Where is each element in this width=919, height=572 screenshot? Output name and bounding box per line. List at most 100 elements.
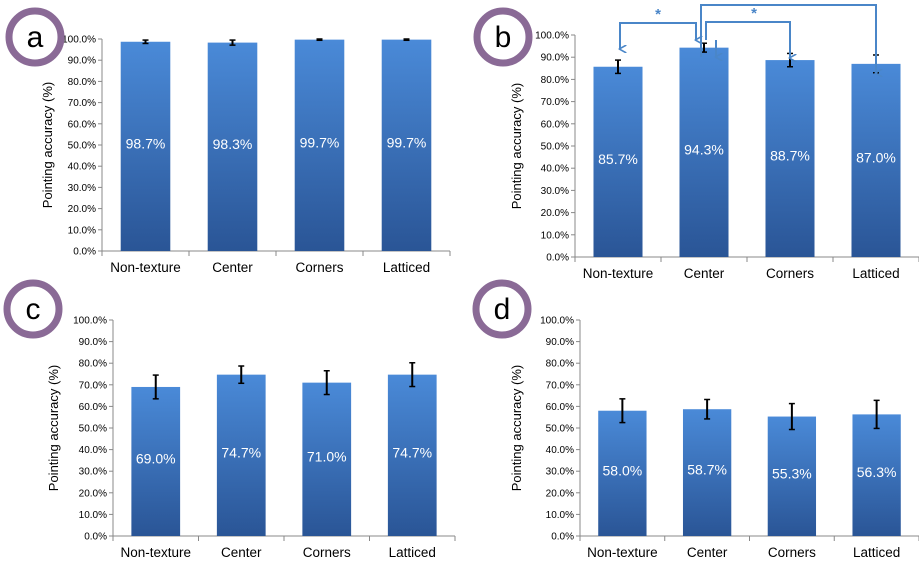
y-tick-label: 100.0% [540, 316, 574, 327]
data-label: 58.7% [687, 462, 727, 478]
panel-badge [473, 7, 533, 67]
data-label: 99.7% [387, 134, 427, 150]
y-tick-label: 20.0% [68, 204, 96, 215]
y-axis-label: Pointing accuracy (%) [509, 365, 524, 491]
y-tick-label: 100.0% [535, 31, 569, 42]
data-label: 99.7% [300, 134, 340, 150]
bar-corners [302, 382, 352, 536]
x-tick-label: Center [221, 545, 262, 560]
bar-center [682, 409, 732, 536]
y-tick-label: 0.0% [551, 532, 574, 543]
bar-center [207, 42, 258, 251]
data-label: 69.0% [136, 450, 176, 466]
x-tick-label: Non-texture [583, 266, 654, 281]
x-tick-label: Corners [303, 545, 351, 560]
panel-badge [5, 7, 65, 67]
y-axis-label: Pointing accuracy (%) [509, 83, 524, 209]
bar-center [679, 47, 729, 258]
data-label: 56.3% [857, 464, 897, 480]
data-label: 98.3% [213, 136, 253, 152]
bar-latticed [387, 374, 437, 536]
chart-panel-c: 0.0% 10.0% 20.0% 30.0% 40.0% 50.0% 60.0% 70.0% 8… [3, 279, 456, 560]
significance-star: * [751, 5, 757, 22]
y-tick-label: 0.0% [546, 253, 569, 264]
y-tick-label: 70.0% [546, 380, 574, 391]
data-label: 74.7% [392, 444, 432, 460]
x-tick-label: Latticed [852, 266, 899, 281]
x-tick-label: Center [212, 260, 253, 275]
significance-star: * [655, 6, 661, 23]
y-axis-label: Pointing accuracy (%) [46, 365, 61, 491]
y-tick-label: 60.0% [541, 119, 569, 130]
y-tick-label: 80.0% [79, 359, 107, 370]
x-tick-label: Latticed [383, 260, 430, 275]
panel-label: a [27, 21, 44, 54]
y-tick-label: 60.0% [79, 402, 107, 413]
data-label: 87.0% [856, 149, 896, 165]
data-label: 85.7% [598, 151, 638, 167]
y-tick-label: 10.0% [546, 510, 574, 521]
x-tick-label: Corners [295, 260, 343, 275]
y-tick-label: 90.0% [79, 337, 107, 348]
y-tick-label: 90.0% [541, 53, 569, 64]
x-tick-label: Corners [766, 266, 814, 281]
y-tick-label: 40.0% [541, 164, 569, 175]
significance-bracket [705, 21, 790, 58]
data-label: 55.3% [772, 465, 812, 481]
x-tick-label: Non-texture [587, 545, 658, 560]
y-tick-label: 50.0% [541, 142, 569, 153]
bar-corners [294, 39, 345, 251]
y-tick-label: 30.0% [68, 183, 96, 194]
y-tick-label: 70.0% [541, 97, 569, 108]
y-tick-label: 40.0% [68, 162, 96, 173]
data-label: 88.7% [770, 148, 810, 164]
data-label: 98.7% [126, 135, 166, 151]
x-tick-label: Latticed [389, 545, 436, 560]
bar-corners [767, 416, 817, 536]
y-tick-label: 10.0% [541, 230, 569, 241]
y-tick-label: 20.0% [546, 488, 574, 499]
x-tick-label: Corners [768, 545, 816, 560]
bar-latticed [381, 39, 432, 251]
y-tick-label: 70.0% [79, 380, 107, 391]
y-tick-label: 50.0% [68, 141, 96, 152]
chart-panel-a: 0.0% 10.0% 20.0% 30.0% 40.0% 50.0% 60.0% 70.0% 8… [5, 7, 451, 275]
bar-corners [765, 60, 815, 257]
bar-center [216, 374, 266, 536]
y-axis-label: Pointing accuracy (%) [40, 82, 55, 208]
y-tick-label: 80.0% [541, 75, 569, 86]
y-tick-label: 10.0% [68, 225, 96, 236]
y-tick-label: 30.0% [546, 467, 574, 478]
y-tick-label: 40.0% [79, 445, 107, 456]
y-tick-label: 90.0% [546, 337, 574, 348]
y-tick-label: 40.0% [546, 445, 574, 456]
panel-label: d [494, 293, 511, 326]
bar-non-texture [120, 41, 171, 252]
y-tick-label: 100.0% [62, 35, 96, 46]
data-label: 74.7% [221, 444, 261, 460]
chart-panel-d: 0.0% 10.0% 20.0% 30.0% 40.0% 50.0% 60.0% 70.0% 8… [472, 279, 919, 560]
bar-latticed [852, 414, 901, 536]
y-tick-label: 80.0% [68, 77, 96, 88]
bar-non-texture [593, 66, 643, 257]
significance-bracket [620, 22, 696, 49]
y-tick-label: 60.0% [68, 119, 96, 130]
data-label: 58.0% [603, 462, 643, 478]
y-tick-label: 80.0% [546, 359, 574, 370]
y-tick-label: 20.0% [541, 208, 569, 219]
y-tick-label: 30.0% [79, 467, 107, 478]
bar-non-texture [131, 386, 181, 536]
panel-label: b [495, 21, 512, 54]
bar-non-texture [598, 410, 647, 536]
x-tick-label: Latticed [853, 545, 900, 560]
panel-label: c [26, 293, 41, 326]
y-tick-label: 0.0% [84, 532, 107, 543]
y-tick-label: 10.0% [79, 510, 107, 521]
y-tick-label: 50.0% [79, 424, 107, 435]
y-tick-label: 100.0% [73, 316, 107, 327]
x-tick-label: Center [684, 266, 725, 281]
data-label: 94.3% [684, 141, 724, 157]
bar-latticed [851, 63, 901, 257]
